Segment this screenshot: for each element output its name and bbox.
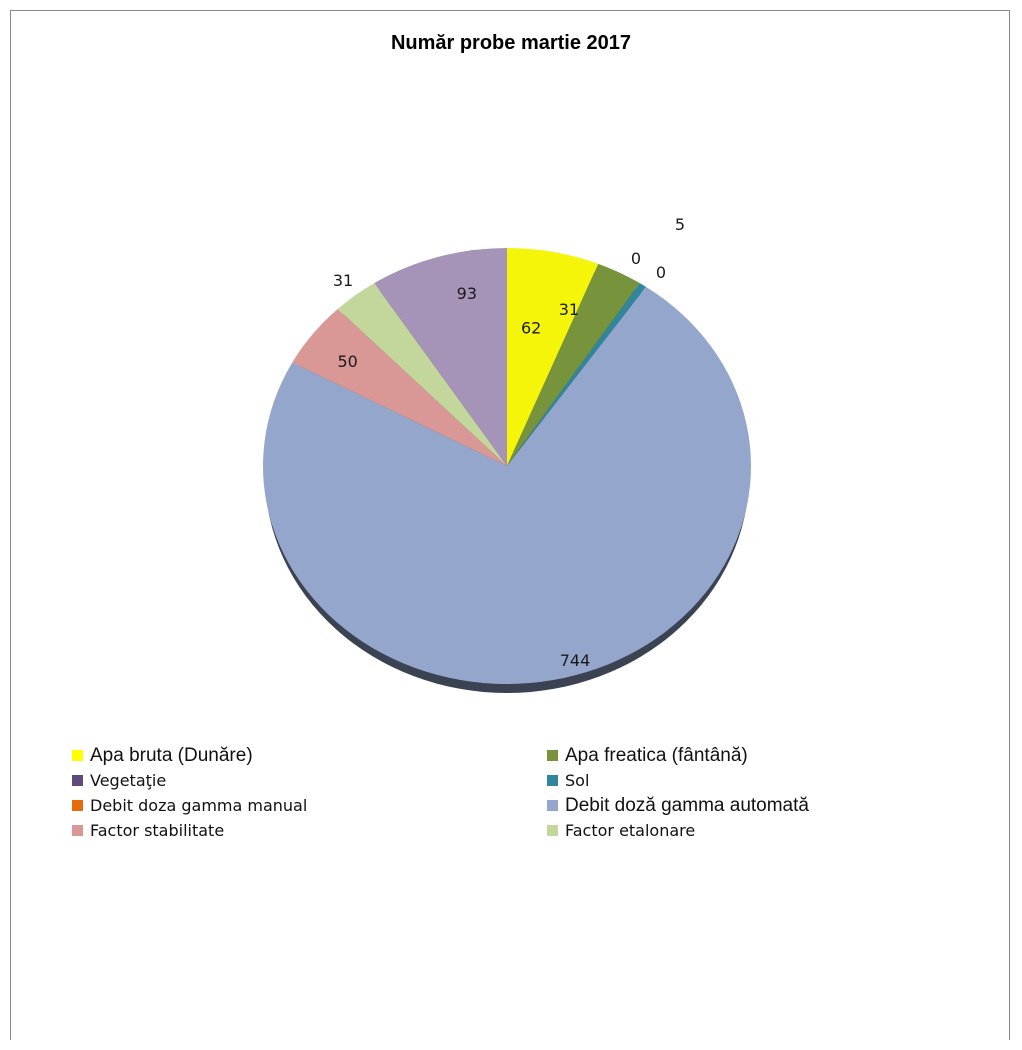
legend-swatch: [72, 775, 83, 786]
pie-slice-sol: [507, 283, 646, 466]
legend-label: Factor etalonare: [565, 821, 696, 840]
legend-item-factor-stabilitate: Factor stabilitate: [72, 821, 547, 840]
legend-swatch: [72, 750, 83, 761]
pie-slice-apa-bruta-dunare: [507, 248, 599, 466]
legend-swatch: [72, 825, 83, 836]
data-label-vegetatie: 93: [457, 284, 477, 303]
legend-row: Apa bruta (Dunăre) Apa freatica (fântână): [72, 743, 952, 768]
chart-title: Număr probe martie 2017: [390, 32, 632, 54]
legend-label: Apa freatica (fântână): [565, 744, 748, 766]
legend-label: Debit doza gamma manual: [90, 796, 308, 815]
legend-swatch: [547, 825, 558, 836]
legend-item-debit-doza-gamma-manual: Debit doza gamma manual: [72, 796, 547, 815]
pie-slice-apa-freatica-fantana: [507, 263, 640, 466]
pie-slice-debit-doza-gamma-automata: [262, 286, 751, 685]
legend-label: Factor stabilitate: [90, 821, 225, 840]
legend-label: Debit doză gamma automată: [565, 794, 809, 816]
legend-row: Debit doza gamma manual Debit doză gamma …: [72, 793, 952, 818]
pie-slice-vegetatie: [374, 248, 507, 466]
pie-slice-factor-stabilitate: [292, 309, 507, 466]
legend-row: Vegetaţie Sol: [72, 768, 952, 793]
data-label-factor-stabilitate: 50: [337, 352, 357, 371]
legend-label: Sol: [565, 771, 590, 790]
legend-label: Vegetaţie: [90, 771, 167, 790]
legend-item-apa-freatica-fantana: Apa freatica (fântână): [547, 745, 947, 767]
data-label-sol: 5: [675, 215, 685, 234]
legend-item-debit-doza-gamma-automata: Debit doză gamma automată: [547, 795, 947, 817]
legend-swatch: [547, 800, 558, 811]
legend: Apa bruta (Dunăre) Apa freatica (fântână)…: [72, 743, 952, 843]
data-label-apa-freatica-fantana: 31: [559, 300, 579, 319]
legend-item-factor-etalonare: Factor etalonare: [547, 821, 947, 840]
data-label-extra-0: 0: [656, 263, 666, 282]
data-label-debit-doza-gamma-manual: 0: [631, 249, 641, 268]
legend-swatch: [547, 775, 558, 786]
legend-item-apa-bruta-dunare: Apa bruta (Dunăre): [72, 745, 547, 767]
legend-swatch: [547, 750, 558, 761]
data-label-debit-doza-gamma-automata: 744: [560, 651, 591, 670]
data-label-factor-etalonare: 31: [333, 271, 353, 290]
legend-item-sol: Sol: [547, 771, 947, 790]
legend-item-vegetatie: Vegetaţie: [72, 771, 547, 790]
legend-row: Factor stabilitate Factor etalonare: [72, 818, 952, 843]
legend-swatch: [72, 800, 83, 811]
pie-slice-factor-etalonare: [337, 283, 507, 466]
chart-frame: [10, 10, 1010, 1040]
data-label-apa-bruta-dunare: 62: [521, 318, 541, 337]
legend-label: Apa bruta (Dunăre): [90, 744, 253, 766]
